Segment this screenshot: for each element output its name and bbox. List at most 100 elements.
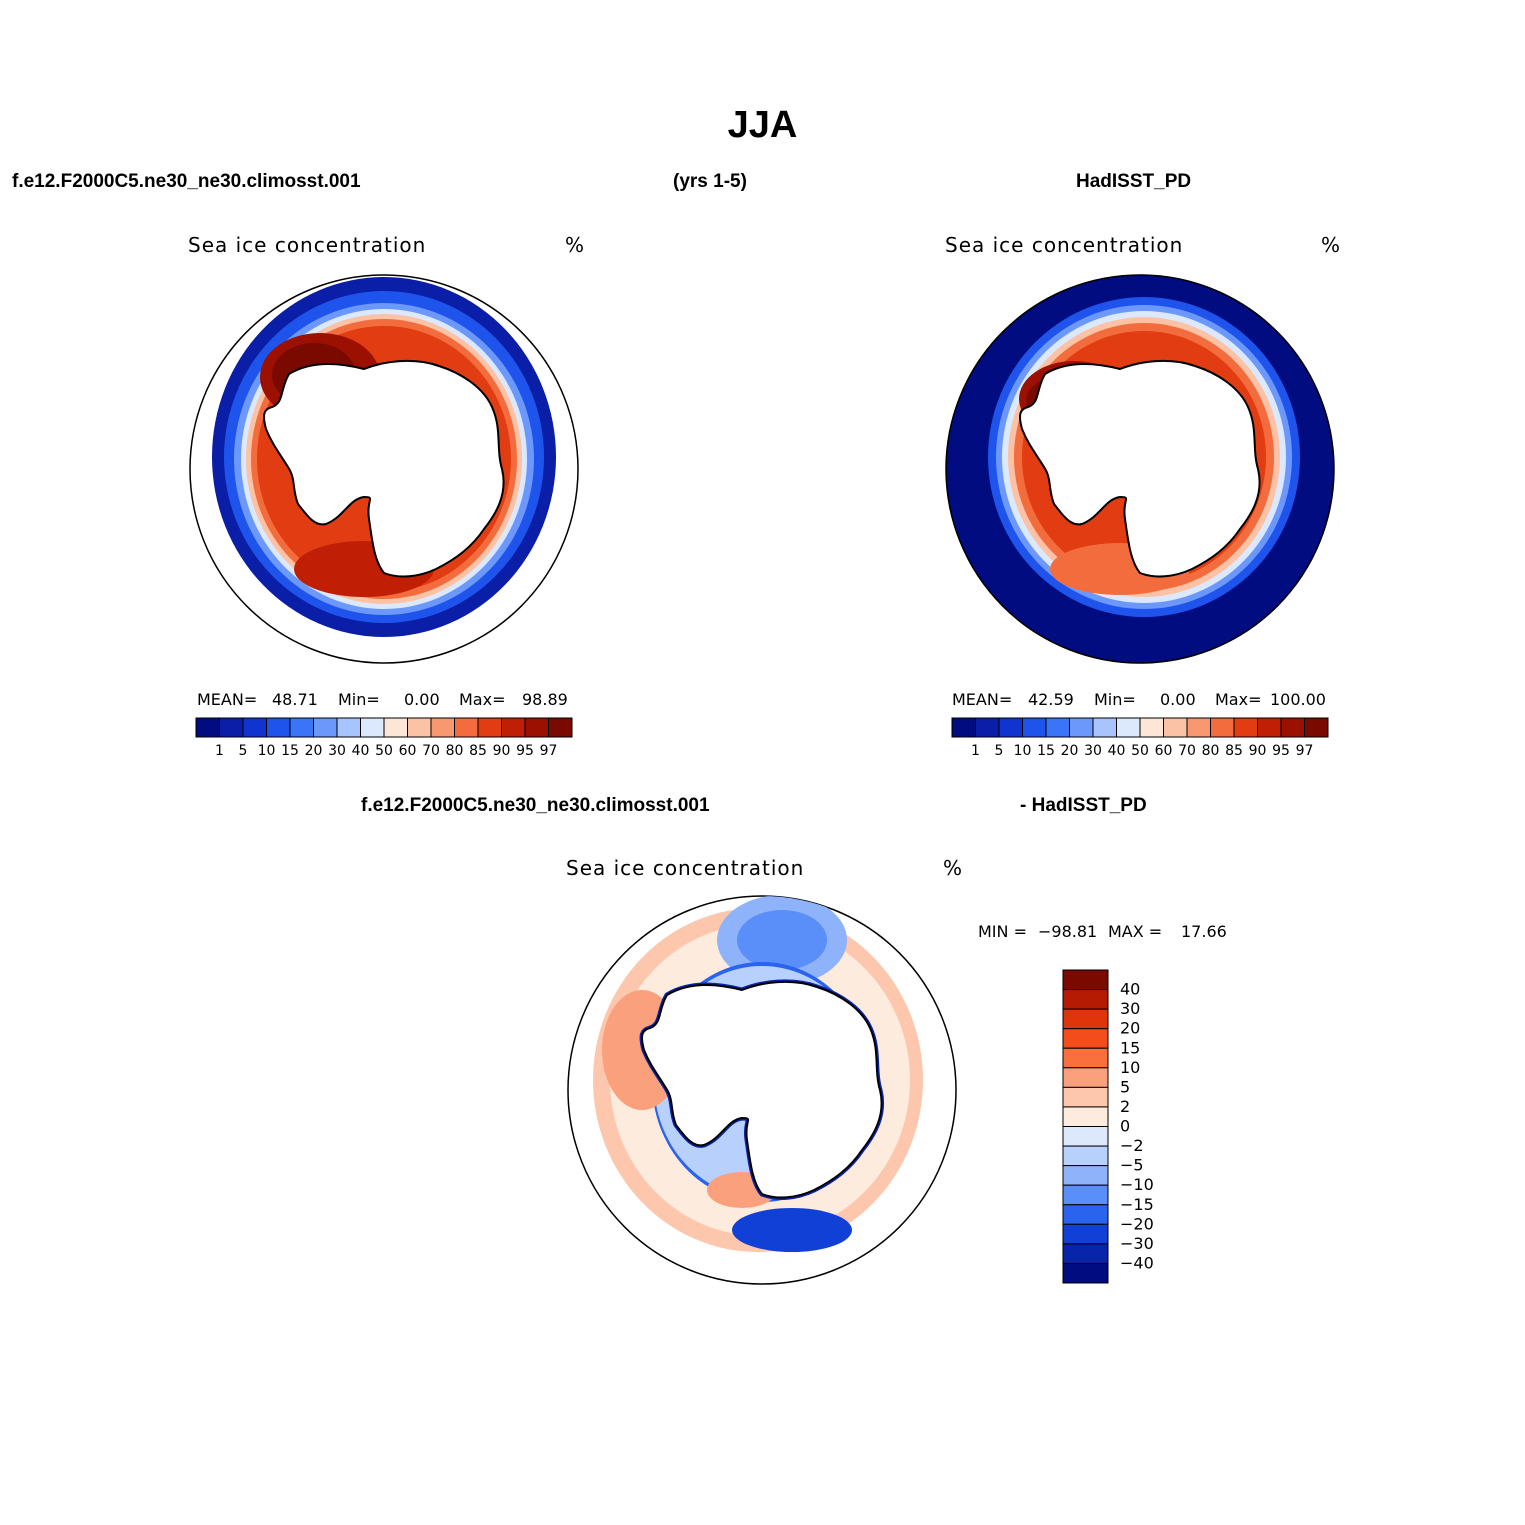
panel2-mean-value: 42.59 (1028, 690, 1074, 709)
panel2-colorbar-tick-label: 40 (1108, 743, 1126, 759)
diff-map (567, 895, 957, 1285)
panel2-colorbar-swatch (1233, 717, 1258, 738)
diff-colorbar-tick-label: −10 (1120, 1175, 1154, 1194)
diff-colorbar-swatch (1062, 1106, 1109, 1127)
panel1-colorbar-tick-label: 90 (493, 743, 511, 759)
panel1-colorbar-tick-label: 15 (281, 743, 299, 759)
panel1-max-value: 98.89 (522, 690, 568, 709)
panel1-colorbar-tick-label: 20 (305, 743, 323, 759)
panel1-colorbar: 1 5 10 15 20 30 40 50 60 70 80 85 90 95 97 (195, 717, 573, 759)
panel2-colorbar-tick-label: 70 (1178, 743, 1196, 759)
panel2-colorbar-swatch (1045, 717, 1070, 738)
panel1-colorbar-tick-label: 85 (469, 743, 487, 759)
panel1-colorbar-tick-label: 70 (422, 743, 440, 759)
obs-name-header: HadISST_PD (1076, 171, 1192, 192)
panel1-colorbar-swatch (524, 717, 549, 738)
panel2-colorbar-tick-label: 50 (1131, 743, 1149, 759)
panel1-colorbar-swatch (266, 717, 291, 738)
diff-colorbar-tick-label: −20 (1120, 1214, 1154, 1233)
diff-colorbar-swatch (1062, 1204, 1109, 1225)
panel1-colorbar-swatch (454, 717, 479, 738)
diff-colorbar-tick-label: 5 (1120, 1077, 1130, 1096)
diff-colorbar-tick-label: −40 (1120, 1253, 1154, 1272)
panel1-colorbar-tick-label: 97 (540, 743, 558, 759)
diff-colorbar-tick-label: 2 (1120, 1097, 1130, 1116)
panel2-colorbar-swatch (975, 717, 1000, 738)
diff-colorbar-tick-label: −2 (1120, 1136, 1144, 1155)
panel2-colorbar-swatch (1116, 717, 1141, 738)
diff-obs-name-header: - HadISST_PD (1020, 795, 1147, 816)
panel1-variable-label: Sea ice concentration (188, 233, 427, 257)
panel2-colorbar: 1 5 10 15 20 30 40 50 60 70 80 85 90 95 97 (951, 717, 1329, 759)
diff-case-name-header: f.e12.F2000C5.ne30_ne30.climosst.001 (361, 795, 710, 816)
panel1-colorbar-swatch (195, 717, 220, 738)
diff-colorbar-tick-label: −5 (1120, 1156, 1144, 1175)
panel2-colorbar-tick-label: 85 (1225, 743, 1243, 759)
panel2-colorbar-swatch (1257, 717, 1282, 738)
panel1-mean-value: 48.71 (272, 690, 318, 709)
diff-max-value: 17.66 (1181, 922, 1227, 941)
diff-colorbar-swatch (1062, 1165, 1109, 1186)
panel2-colorbar-tick-label: 80 (1202, 743, 1220, 759)
panel1-mean-label: MEAN= (197, 690, 258, 709)
panel2-min-label: Min= (1094, 690, 1136, 709)
diff-colorbar-tick-label: −30 (1120, 1234, 1154, 1253)
panel2-colorbar-tick-label: 60 (1155, 743, 1173, 759)
panel2-units-label: % (1321, 233, 1342, 257)
panel2-colorbar-swatch (1139, 717, 1164, 738)
panel1-colorbar-swatch (407, 717, 432, 738)
panel2-colorbar-tick-label: 30 (1084, 743, 1102, 759)
panel1-colorbar-tick-label: 50 (375, 743, 393, 759)
panel1-map (189, 274, 579, 664)
years-header: (yrs 1-5) (673, 171, 747, 192)
panel1-colorbar-tick-label: 40 (352, 743, 370, 759)
panel1-colorbar-swatch (360, 717, 385, 738)
panel1-colorbar-swatch (383, 717, 408, 738)
panel2-colorbar-tick-label: 97 (1296, 743, 1314, 759)
diff-max-label: MAX = (1108, 922, 1163, 941)
panel1-colorbar-swatch (430, 717, 455, 738)
panel2-map (945, 274, 1335, 664)
panel1-colorbar-tick-label: 80 (446, 743, 464, 759)
diff-variable-label: Sea ice concentration (566, 856, 805, 880)
panel2-colorbar-swatch (1069, 717, 1094, 738)
diff-colorbar-tick-label: 40 (1120, 980, 1140, 999)
panel1-min-label: Min= (338, 690, 380, 709)
diff-min-label: MIN = (978, 922, 1027, 941)
panel2-colorbar-tick-label: 20 (1061, 743, 1079, 759)
diff-colorbar-swatch (1062, 1067, 1109, 1088)
panel2-max-value: 100.00 (1270, 690, 1326, 709)
panel2-variable-label: Sea ice concentration (945, 233, 1184, 257)
diff-colorbar-swatch (1062, 1086, 1109, 1108)
panel2-colorbar-swatch (1186, 717, 1211, 738)
panel1-colorbar-tick-label: 95 (516, 743, 534, 759)
diff-colorbar-tick-label: 20 (1120, 1019, 1140, 1038)
diff-colorbar-swatch (1062, 1126, 1109, 1147)
diff-colorbar-tick-label: 15 (1120, 1038, 1140, 1057)
panel1-colorbar-swatch (501, 717, 526, 738)
diff-colorbar-swatch (1062, 1047, 1109, 1069)
panel2-max-label: Max= (1215, 690, 1262, 709)
diff-colorbar-swatch (1062, 969, 1109, 991)
panel1-colorbar-swatch (219, 717, 244, 738)
diff-colorbar-swatch (1062, 989, 1109, 1010)
panel2-colorbar-tick-label: 15 (1037, 743, 1055, 759)
panel2-min-value: 0.00 (1160, 690, 1196, 709)
panel1-min-value: 0.00 (404, 690, 440, 709)
panel2-colorbar-swatch (1163, 717, 1188, 738)
panel2-colorbar-swatch (1092, 717, 1117, 738)
panel1-colorbar-swatch (336, 717, 361, 738)
panel1-colorbar-tick-label: 5 (239, 743, 248, 759)
diff-units-label: % (943, 856, 964, 880)
diff-colorbar-swatch (1062, 1262, 1109, 1284)
panel1-colorbar-tick-label: 10 (258, 743, 276, 759)
panel2-colorbar-tick-label: 10 (1014, 743, 1032, 759)
panel1-colorbar-swatch (313, 717, 338, 738)
diff-colorbar-tick-label: 30 (1120, 999, 1140, 1018)
panel2-colorbar-swatch (1210, 717, 1235, 738)
panel2-colorbar-tick-label: 90 (1249, 743, 1267, 759)
panel1-colorbar-tick-label: 60 (399, 743, 417, 759)
panel1-colorbar-swatch (477, 717, 502, 738)
panel2-colorbar-swatch (1280, 717, 1305, 738)
